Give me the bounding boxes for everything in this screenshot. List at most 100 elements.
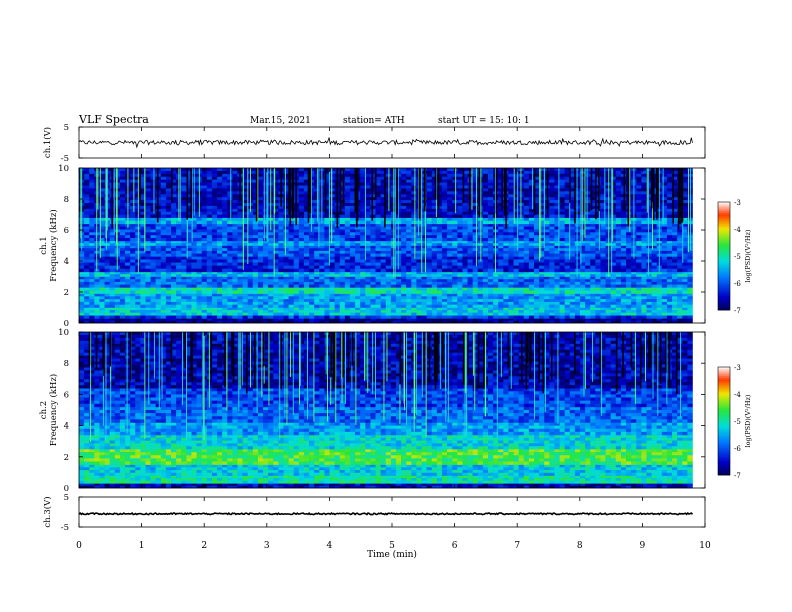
spectrogram-cell (247, 268, 254, 273)
spectrogram-cell (171, 279, 177, 283)
spectrogram-cell (227, 276, 233, 280)
spectrogram-cell (283, 238, 289, 242)
spectrogram-cell (268, 271, 274, 275)
spectrogram-cell (360, 243, 366, 246)
spectrogram-cell (513, 232, 519, 236)
spectrogram-cell (293, 279, 300, 283)
spectrogram-cell (349, 220, 356, 225)
spectrogram-cell (385, 293, 392, 297)
spectrogram-cell (252, 307, 259, 311)
spectrogram-cell (513, 276, 519, 280)
spectrogram-cell (436, 229, 443, 233)
spectrogram-cell (176, 299, 182, 303)
spectrogram-cell (636, 240, 642, 244)
spectrogram-cell (687, 287, 693, 291)
spectrogram-cell (646, 226, 652, 230)
spectrogram-cell (375, 312, 381, 316)
spectrogram-cell (503, 268, 509, 273)
spectrogram-cell (298, 262, 305, 266)
spectrogram-cell (155, 256, 162, 260)
spectrogram-cell (109, 265, 116, 270)
spectrogram-cell (217, 217, 223, 221)
spectrogram-cell (590, 229, 596, 233)
spectrogram-cell (360, 268, 366, 273)
spectrogram-cell (452, 226, 458, 230)
spectrogram-cell (569, 299, 576, 303)
spectrogram-cell (687, 217, 693, 221)
spectrogram-cell (324, 296, 330, 300)
spectrogram-cell (222, 318, 228, 321)
spectrogram-cell (385, 320, 392, 324)
spectrogram-cell (171, 307, 177, 311)
spectrogram-cell (196, 243, 202, 246)
spectrogram-cell (186, 296, 192, 300)
spectrogram-cell (615, 299, 622, 303)
spectrogram-cell (237, 250, 243, 254)
spectrogram-cell (99, 253, 105, 257)
spectrogram-cell (298, 276, 305, 280)
spectrogram-cell (125, 259, 131, 263)
spectrogram-cell (431, 279, 438, 283)
spectrogram-cell (401, 168, 407, 172)
spectrogram-cell (580, 271, 586, 275)
spectrogram-cell (99, 232, 105, 236)
spectrogram-cell (646, 256, 652, 260)
spectrogram-cell (99, 245, 105, 249)
spectrogram-cell (125, 315, 131, 319)
spectrogram-cell (559, 268, 565, 273)
spectrogram-cell (498, 296, 504, 300)
spectrogram-cell (375, 217, 381, 221)
spectrogram-cell (186, 299, 192, 303)
spectrogram-cell (252, 279, 259, 283)
spectrogram-cell (232, 304, 238, 308)
spectrogram-cell (533, 168, 540, 172)
spectrogram-cell (211, 284, 218, 288)
spectrogram-cell (380, 293, 387, 297)
spectrogram-cell (206, 296, 213, 300)
spectrogram-cell (503, 238, 509, 242)
spectrogram-cell (498, 287, 504, 291)
spectrogram-cell (237, 256, 243, 260)
spectrogram-cell (452, 296, 458, 300)
spectrogram-cell (247, 226, 254, 230)
spectrogram-cell (84, 307, 90, 311)
spectrogram-cell (605, 243, 611, 246)
spectrogram-cell (436, 223, 443, 227)
spectrogram-cell (171, 293, 177, 297)
spectrogram-cell (222, 223, 228, 227)
spectrogram-cell (487, 168, 494, 172)
spectrogram-cell (416, 262, 422, 266)
spectrogram-cell (508, 274, 514, 277)
spectrogram-cell (181, 318, 187, 321)
spectrogram-cell (436, 240, 443, 244)
spectrogram-cell (135, 293, 141, 297)
spectrogram-cell (416, 259, 422, 263)
spectrogram-cell (201, 296, 208, 300)
spectrogram-cell (431, 268, 438, 273)
spectrogram-cell (580, 318, 586, 321)
spectrogram-cell (620, 307, 627, 311)
spectrogram-cell (355, 301, 361, 306)
spectrogram-cell (165, 170, 172, 175)
spectrogram-cell (314, 276, 320, 280)
spectrogram-cell (94, 312, 100, 316)
spectrogram-cell (666, 318, 673, 321)
spectrogram-cell (682, 312, 688, 316)
spectrogram-cell (211, 307, 218, 311)
spectrogram-cell (268, 301, 274, 306)
spectrogram-cell (160, 274, 167, 277)
spectrogram-cell (610, 248, 617, 252)
spectrogram-cell (201, 307, 208, 311)
spectrogram-cell (339, 284, 346, 288)
spectrogram-cell (574, 265, 581, 270)
spectrogram-cell (431, 284, 438, 288)
spectrogram-cell (590, 271, 596, 275)
spectrogram-cell (309, 290, 315, 294)
spectrogram-cell (513, 304, 519, 308)
spectrogram-cell (615, 256, 622, 260)
spectrogram-cell (232, 293, 238, 297)
spectrogram-cell (533, 276, 540, 280)
spectrogram-cell (411, 229, 417, 233)
spectrogram-cell (687, 274, 693, 277)
